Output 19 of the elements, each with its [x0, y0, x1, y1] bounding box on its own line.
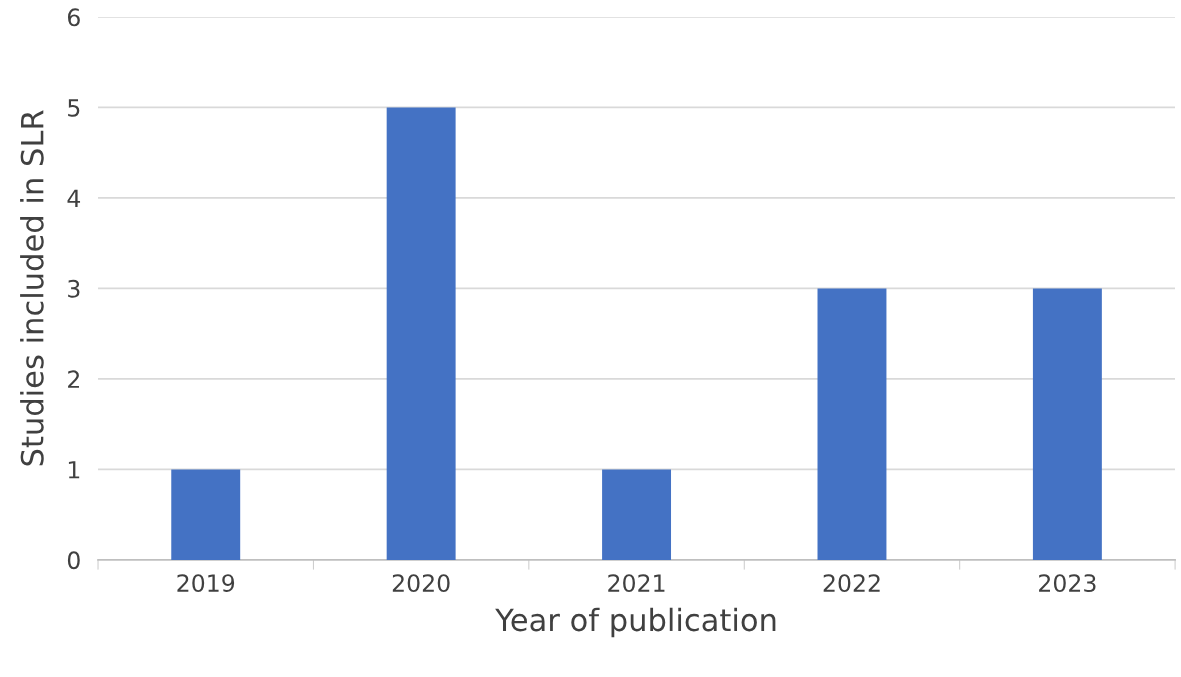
x-tick-label: 2022 [823, 574, 880, 593]
y-tick-label: 5 [68, 99, 80, 117]
y-tick-label: 1 [68, 461, 80, 479]
bar [171, 469, 241, 560]
x-tick-label: 2023 [1039, 574, 1096, 593]
x-tick-label: 2020 [392, 574, 450, 593]
x-tick-label: 2019 [177, 574, 235, 593]
y-tick-label: 2 [68, 370, 79, 388]
y-tick-label: 6 [67, 8, 80, 27]
bar [817, 288, 887, 560]
x-axis-title: Year of publication [495, 607, 776, 638]
y-tick-label: 4 [67, 189, 81, 207]
y-tick-label: 0 [67, 551, 80, 570]
y-tick-label: 3 [68, 279, 80, 298]
bar [602, 469, 672, 560]
bar [1032, 288, 1102, 560]
x-tick-label: 2021 [608, 574, 665, 593]
y-axis-title: Studies included in SLR [20, 110, 44, 466]
bar [386, 107, 456, 560]
